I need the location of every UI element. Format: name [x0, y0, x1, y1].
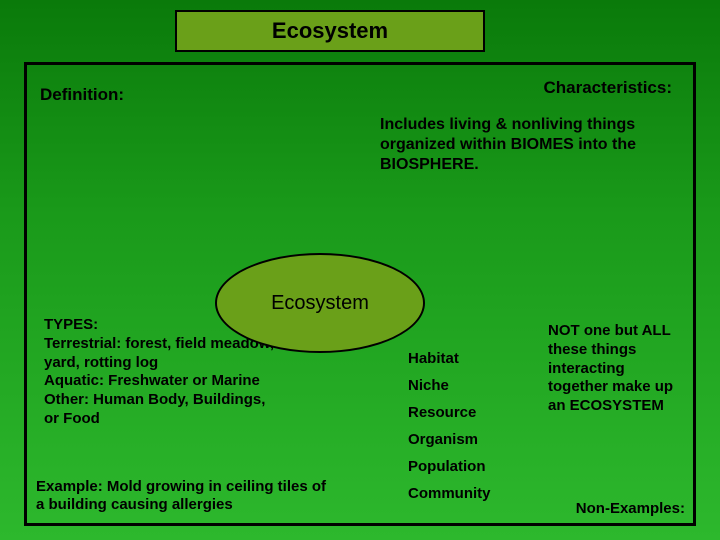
example-text: Example: Mold growing in ceiling tiles o… — [36, 478, 336, 515]
list-item: Population — [408, 453, 491, 480]
concept-list: Habitat Niche Resource Organism Populati… — [408, 345, 491, 507]
definition-label: Definition: — [40, 85, 124, 105]
characteristics-label: Characteristics: — [543, 78, 672, 98]
nonexamples-label: Non-Examples: — [576, 500, 685, 517]
characteristics-text: Includes living & nonliving things organ… — [380, 115, 670, 175]
list-item: Community — [408, 480, 491, 507]
center-oval: Ecosystem — [215, 253, 425, 353]
title-text: Ecosystem — [272, 18, 388, 44]
list-item: Organism — [408, 426, 491, 453]
title-box: Ecosystem — [175, 10, 485, 52]
oval-label: Ecosystem — [271, 292, 369, 315]
not-note: NOT one but ALL these things interacting… — [548, 322, 688, 416]
list-item: Habitat — [408, 345, 491, 372]
list-item: Niche — [408, 372, 491, 399]
list-item: Resource — [408, 399, 491, 426]
